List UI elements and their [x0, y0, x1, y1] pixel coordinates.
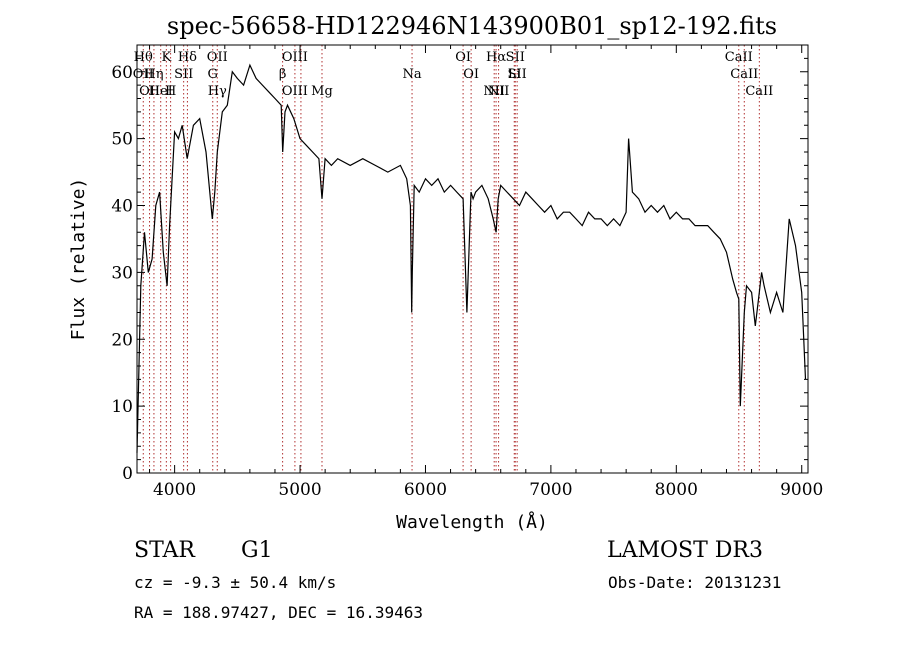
survey-name: LAMOST DR3	[607, 538, 763, 563]
spectral-line-label-bottom: β	[279, 67, 287, 82]
spectral-line-label-bottom: OIII	[282, 84, 308, 99]
spectral-line-markers	[142, 45, 760, 473]
x-tick-label: 7000	[529, 480, 572, 500]
x-axis-label: Wavelength (Å)	[396, 511, 548, 533]
spectral-line-label-bottom: SII	[174, 67, 193, 82]
y-tick-label: 10	[111, 397, 133, 417]
spectral-line-label-bottom: H	[165, 84, 176, 99]
spectral-line-label-bottom: OII	[133, 67, 154, 82]
y-tick-label: 60	[111, 63, 133, 83]
spectral-line-label-top: OI	[455, 50, 471, 65]
x-tick-label: 9000	[780, 480, 823, 500]
spectral-line-label-top: K	[161, 50, 171, 65]
y-tick-label: 50	[111, 130, 133, 150]
spectral-line-label-top: Hθ	[134, 50, 153, 65]
redshift-cz: cz = -9.3 ± 50.4 km/s	[134, 573, 337, 592]
plot-frame	[136, 44, 809, 474]
spectral-line-label-bottom: Mg	[311, 84, 333, 99]
spectral-line-label-bottom: NII	[488, 84, 510, 99]
y-tick-label: 40	[111, 197, 133, 217]
y-axis-ticks: 0 10 20 30 40 50 60	[111, 57, 808, 484]
y-tick-label: 30	[111, 263, 133, 283]
spectral-line-label-bottom: OII	[139, 84, 160, 99]
sky-coordinates: RA = 188.97427, DEC = 16.39463	[134, 603, 423, 622]
x-tick-label: 8000	[655, 480, 698, 500]
spectral-line-label-bottom: NII	[483, 84, 505, 99]
spectrum-series-line	[136, 63, 807, 453]
spectral-line-label-bottom: SII	[508, 67, 527, 82]
y-tick-label: 20	[111, 330, 133, 350]
spectral-line-label-bottom: Hη	[144, 67, 163, 82]
spectral-line-label-bottom: G	[208, 67, 218, 82]
spectral-line-label-top: OII	[207, 50, 228, 65]
x-tick-label: 4000	[153, 480, 196, 500]
spectral-line-label-bottom: CaII	[730, 67, 758, 82]
y-axis-label: Flux (relative)	[68, 178, 89, 341]
y-tick-label: 0	[122, 464, 133, 484]
spectral-line-label-top: OIII	[282, 50, 308, 65]
spectral-line-label-top: Hα	[486, 50, 506, 65]
x-tick-label: 6000	[404, 480, 447, 500]
x-axis-ticks: 4000 5000 6000 7000 8000 9000	[149, 45, 823, 500]
spectral-line-label-bottom: Na	[402, 67, 421, 82]
spectral-line-label-top: CaII	[725, 50, 753, 65]
object-class: STAR	[134, 538, 195, 563]
spectral-line-label-bottom: Hγ	[208, 84, 227, 99]
spectral-line-label-bottom: OI	[463, 67, 479, 82]
spectral-line-label-top: Hδ	[178, 50, 197, 65]
x-tick-label: 5000	[278, 480, 321, 500]
spectral-line-label-bottom: CaII	[745, 84, 773, 99]
chart-title: spec-56658-HD122946N143900B01_sp12-192.f…	[167, 12, 777, 40]
observation-date: Obs-Date: 20131231	[608, 573, 782, 592]
spectral-line-label-top: SII	[506, 50, 525, 65]
object-subclass: G1	[241, 538, 273, 563]
spectral-line-label-bottom: HeI	[149, 84, 173, 99]
spectral-line-label-bottom: Li	[508, 67, 521, 82]
